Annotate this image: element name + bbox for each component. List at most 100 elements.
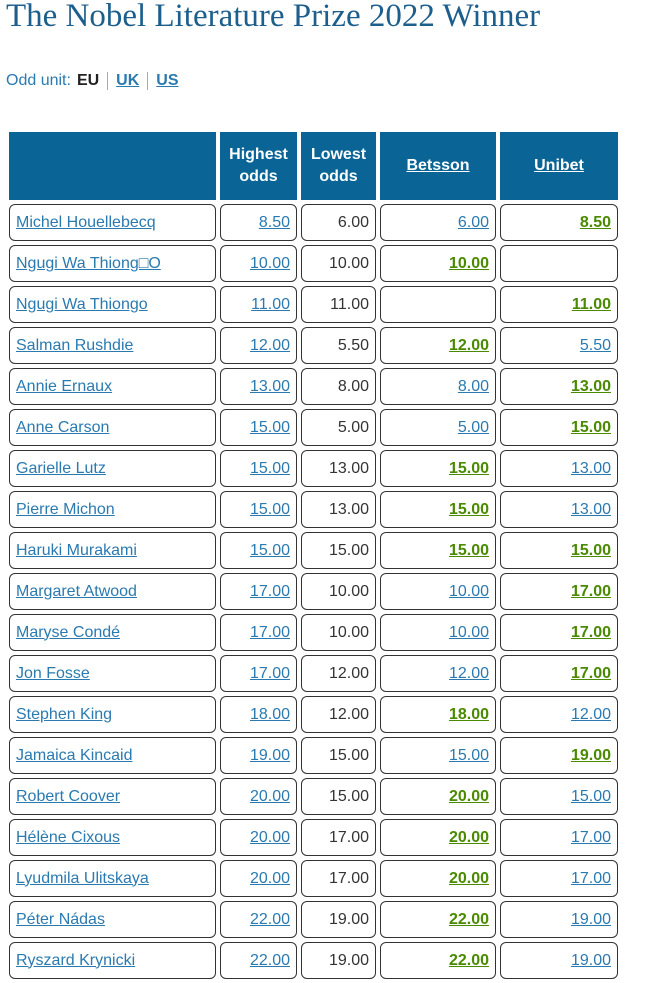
odds-value[interactable]: 19.00 (570, 910, 611, 928)
odds-value[interactable]: 13.00 (570, 377, 611, 395)
odds-value[interactable]: 13.00 (249, 377, 290, 395)
odds-value[interactable]: 22.00 (249, 951, 290, 969)
odds-value[interactable]: 19.00 (570, 951, 611, 969)
odd-unit-link[interactable]: UK (116, 72, 140, 89)
candidate-link[interactable]: Jamaica Kincaid (16, 746, 133, 764)
odds-value[interactable]: 15.00 (448, 541, 489, 559)
odds-value[interactable]: 6.00 (457, 213, 489, 231)
candidate-link[interactable]: Stephen King (16, 705, 113, 723)
candidate-link[interactable]: Michel Houellebecq (16, 213, 156, 231)
table-row: Pierre Michon 15.00 13.00 15.00 13.00 (9, 491, 618, 528)
odds-value[interactable]: 18.00 (249, 705, 290, 723)
table-cell: 15.00 (380, 491, 496, 528)
odds-value[interactable]: 5.50 (579, 336, 611, 354)
odds-value[interactable]: 20.00 (249, 869, 290, 887)
odds-value[interactable]: 17.00 (570, 582, 611, 600)
odds-value[interactable]: 17.00 (570, 623, 611, 641)
table-cell: 22.00 (380, 901, 496, 938)
candidate-link[interactable]: Robert Coover (16, 787, 121, 805)
odds-value: 8.00 (337, 377, 369, 395)
odds-value[interactable]: 20.00 (448, 869, 489, 887)
candidate-link[interactable]: Annie Ernaux (16, 377, 113, 395)
table-cell: 13.00 (220, 368, 297, 405)
candidate-link[interactable]: Anne Carson (16, 418, 110, 436)
table-row: Haruki Murakami 15.00 15.00 15.00 15.00 (9, 532, 618, 569)
odds-value[interactable]: 10.00 (249, 254, 290, 272)
table-cell: Michel Houellebecq (9, 204, 216, 241)
odds-value[interactable]: 19.00 (249, 746, 290, 764)
odds-value[interactable]: 17.00 (570, 869, 611, 887)
header-label[interactable]: Betsson (406, 157, 470, 174)
odds-value[interactable]: 8.00 (457, 377, 489, 395)
odds-value[interactable]: 10.00 (448, 582, 489, 600)
odds-value[interactable]: 12.00 (570, 705, 611, 723)
odds-value[interactable]: 22.00 (249, 910, 290, 928)
table-cell: 19.00 (500, 737, 618, 774)
table-cell: 20.00 (380, 819, 496, 856)
odds-value[interactable]: 20.00 (448, 787, 489, 805)
odds-value[interactable]: 15.00 (249, 541, 290, 559)
odds-value[interactable]: 8.50 (258, 213, 290, 231)
odds-value: 11.00 (330, 295, 369, 313)
odds-value[interactable]: 10.00 (448, 254, 489, 272)
odds-value[interactable]: 15.00 (570, 418, 611, 436)
candidate-link[interactable]: Haruki Murakami (16, 541, 137, 559)
odds-value[interactable]: 20.00 (249, 787, 290, 805)
odd-unit-link[interactable]: US (156, 72, 179, 89)
odds-value: 13.00 (328, 500, 369, 518)
odds-value[interactable]: 15.00 (249, 500, 290, 518)
odds-value[interactable]: 20.00 (448, 828, 489, 846)
candidate-link[interactable]: Salman Rushdie (16, 336, 134, 354)
table-row: Jamaica Kincaid 19.00 15.00 15.00 19.00 (9, 737, 618, 774)
odds-value[interactable]: 17.00 (570, 664, 611, 682)
odds-value[interactable]: 15.00 (448, 746, 489, 764)
odds-value[interactable]: 12.00 (448, 336, 489, 354)
candidate-link[interactable]: Pierre Michon (16, 500, 115, 518)
separator (107, 72, 109, 90)
odds-value[interactable]: 20.00 (249, 828, 290, 846)
candidate-link[interactable]: Maryse Condé (16, 623, 121, 641)
odds-value[interactable]: 15.00 (570, 787, 611, 805)
candidate-link[interactable]: Lyudmila Ulitskaya (16, 869, 149, 887)
candidate-link[interactable]: Ngugi Wa Thiongo (16, 295, 148, 313)
odds-value[interactable]: 22.00 (448, 951, 489, 969)
odds-value[interactable]: 15.00 (448, 459, 489, 477)
odds-value[interactable]: 15.00 (249, 459, 290, 477)
odds-value[interactable]: 13.00 (570, 500, 611, 518)
header-cell[interactable]: Unibet (500, 132, 618, 200)
odds-value[interactable]: 12.00 (249, 336, 290, 354)
odds-value[interactable]: 19.00 (570, 746, 611, 764)
table-cell: 15.00 (380, 532, 496, 569)
table-cell: 15.00 (220, 409, 297, 446)
odds-value[interactable]: 11.00 (571, 295, 611, 313)
odds-value[interactable]: 22.00 (448, 910, 489, 928)
header-label[interactable]: Unibet (534, 157, 584, 174)
table-cell: 17.00 (500, 860, 618, 897)
odds-value[interactable]: 17.00 (570, 828, 611, 846)
odds-value[interactable]: 13.00 (570, 459, 611, 477)
odds-value[interactable]: 15.00 (570, 541, 611, 559)
table-cell: 10.00 (301, 614, 376, 651)
odds-value[interactable]: 5.00 (457, 418, 489, 436)
odds-value[interactable]: 10.00 (448, 623, 489, 641)
header-cell[interactable]: Betsson (380, 132, 496, 200)
odds-value[interactable]: 17.00 (249, 664, 290, 682)
odds-value[interactable]: 12.00 (448, 664, 489, 682)
table-cell: 15.00 (500, 409, 618, 446)
odds-value[interactable]: 17.00 (249, 623, 290, 641)
candidate-link[interactable]: Jon Fosse (16, 664, 90, 682)
odds-value[interactable]: 17.00 (249, 582, 290, 600)
table-cell: Jon Fosse (9, 655, 216, 692)
odds-value[interactable]: 8.50 (579, 213, 611, 231)
odds-value[interactable]: 11.00 (251, 295, 290, 313)
odds-value[interactable]: 15.00 (249, 418, 290, 436)
candidate-link[interactable]: Margaret Atwood (16, 582, 137, 600)
candidate-link[interactable]: Ngugi Wa Thiong□O (16, 254, 161, 272)
odds-value[interactable]: 18.00 (448, 705, 489, 723)
candidate-link[interactable]: Garielle Lutz (16, 459, 106, 477)
candidate-link[interactable]: Ryszard Krynicki (16, 951, 136, 969)
candidate-link[interactable]: Hélène Cixous (16, 828, 121, 846)
candidate-link[interactable]: Péter Nádas (16, 910, 105, 928)
odds-value[interactable]: 15.00 (448, 500, 489, 518)
table-row: Garielle Lutz 15.00 13.00 15.00 13.00 (9, 450, 618, 487)
